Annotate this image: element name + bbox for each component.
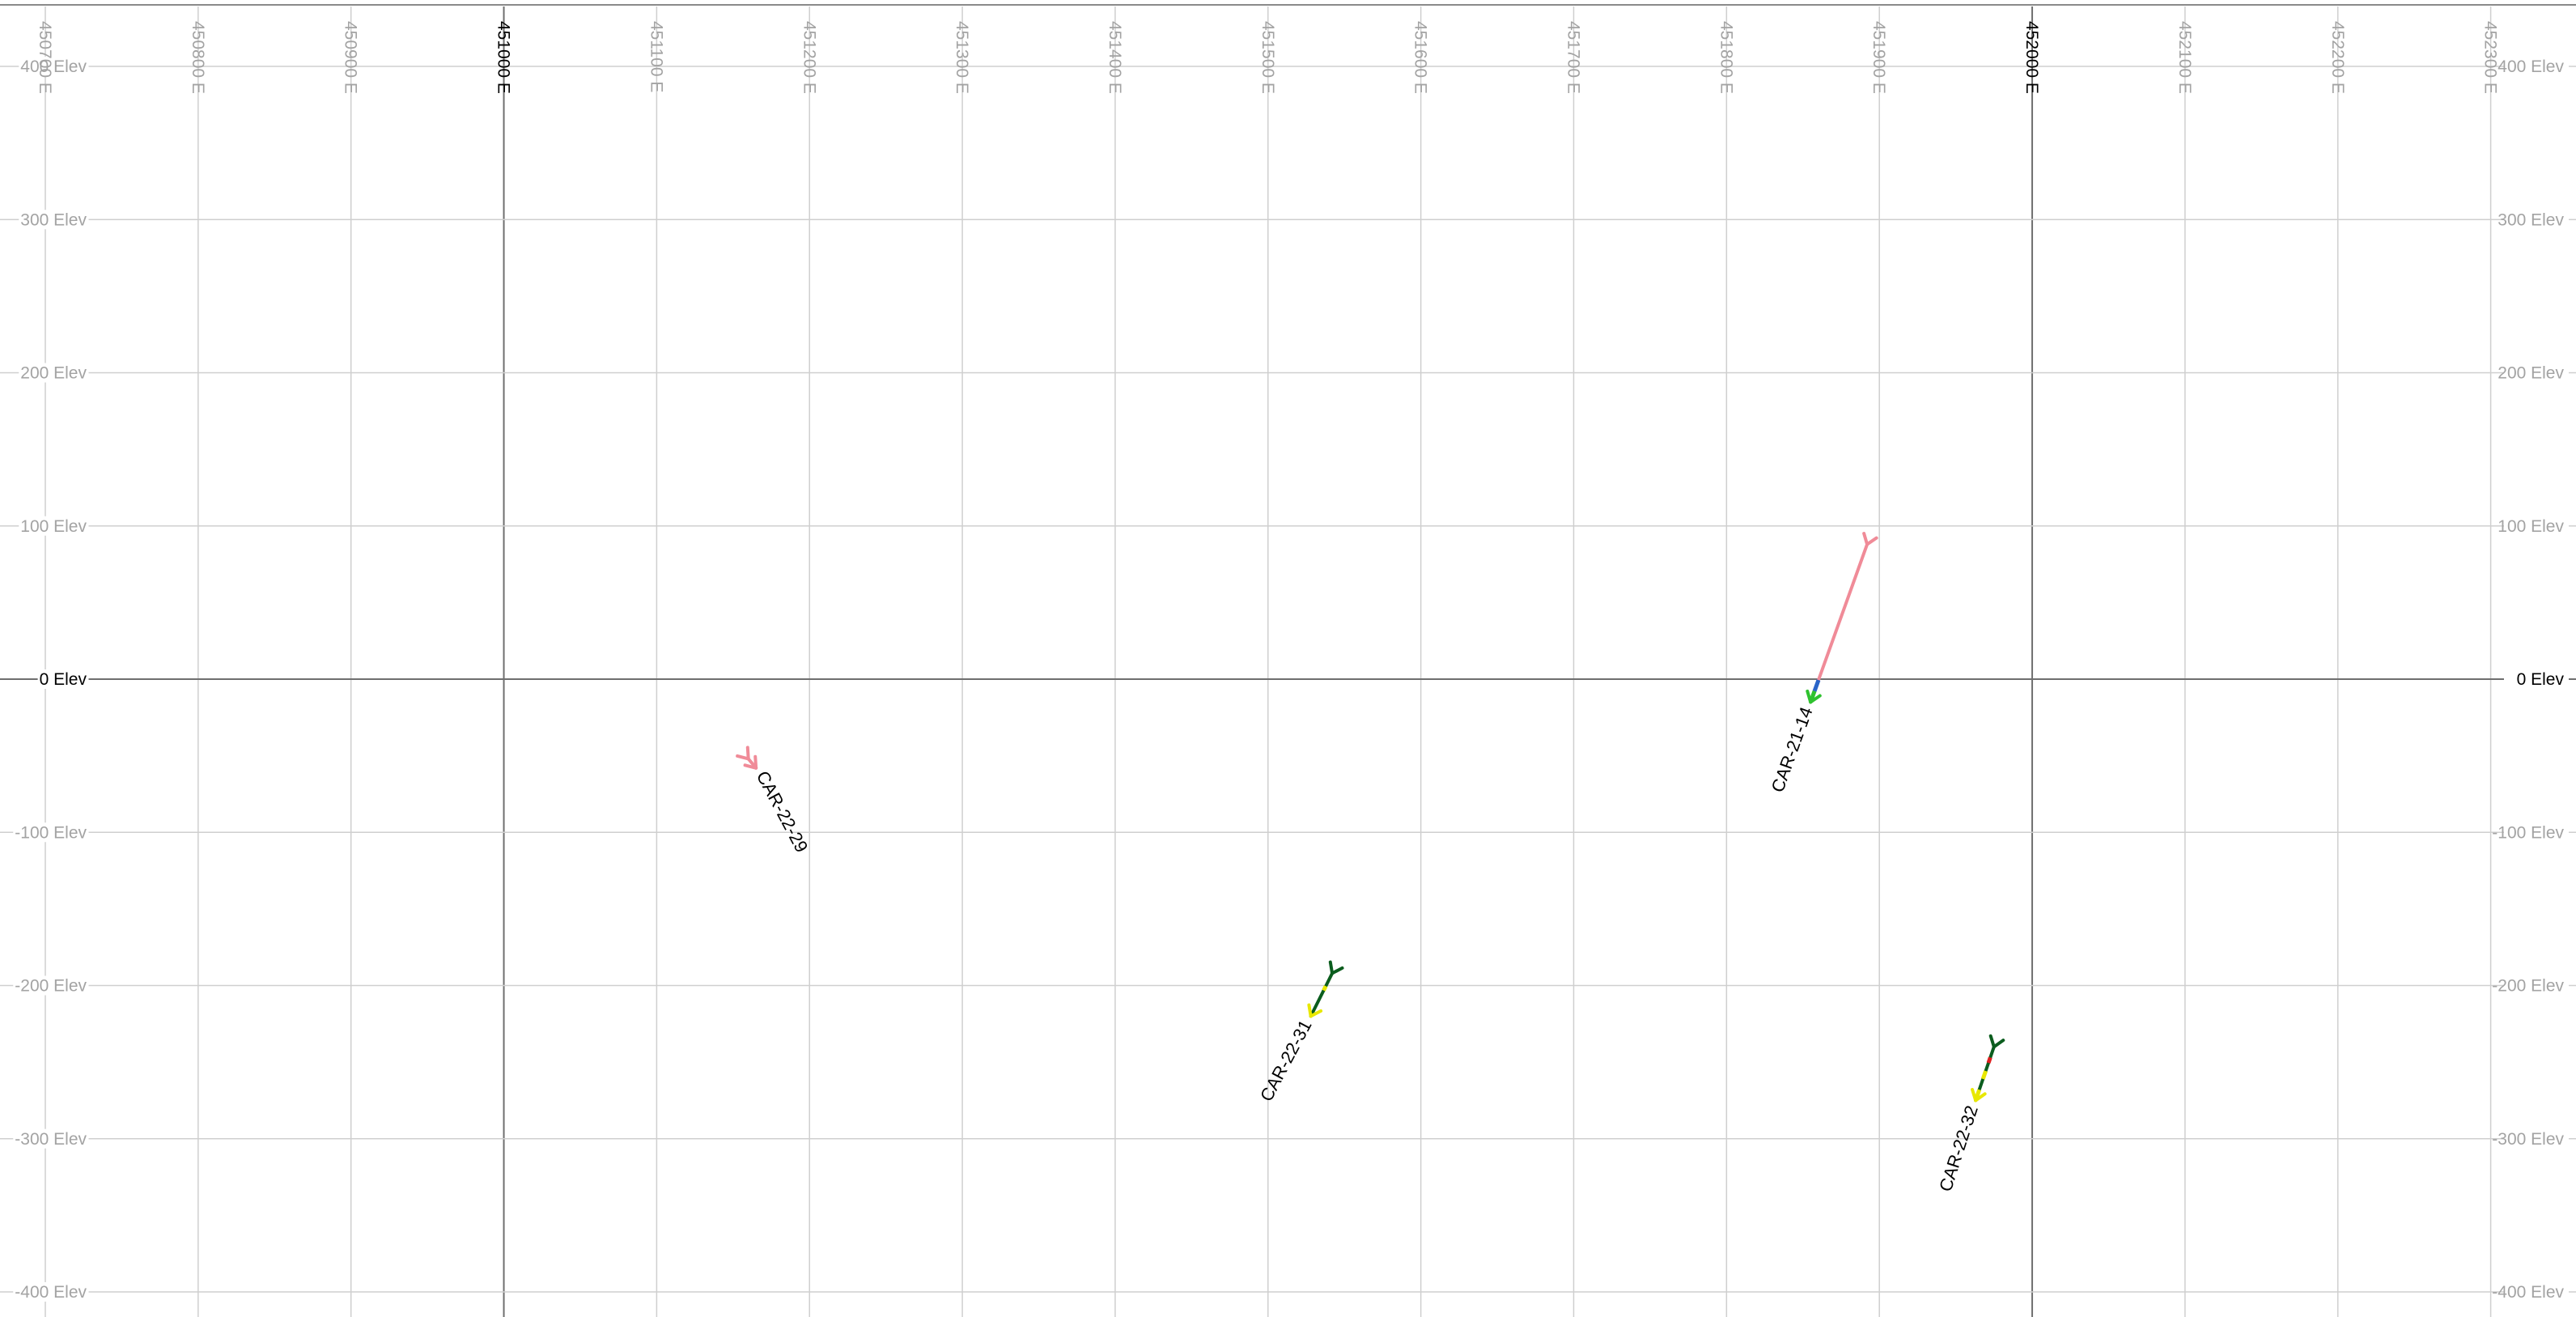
end-of-hole-marker <box>1809 694 1822 704</box>
collar-marker <box>1988 1034 1996 1049</box>
easting-label-451800: 451800 E <box>1717 21 1735 94</box>
easting-label-451200: 451200 E <box>800 21 818 94</box>
easting-label-451700: 451700 E <box>1564 21 1583 94</box>
drillhole-trace[interactable] <box>1309 971 1335 1018</box>
elevation-label-right-200: -200 Elev <box>2492 977 2564 996</box>
elevation-label-bg-left <box>13 822 89 843</box>
end-of-hole-marker <box>753 754 758 770</box>
end-of-hole-marker <box>1309 1009 1323 1018</box>
elevation-label-bg-right <box>2504 822 2569 843</box>
elevation-labels: 400 Elev 400 Elev 300 Elev 300 Elev 200 Elev… <box>13 57 2569 1302</box>
assay-interval-blue[interactable] <box>1812 679 1821 692</box>
elevation-label-left-200: -200 Elev <box>15 977 87 996</box>
collar-marker <box>1330 966 1344 975</box>
elevation-label-left-400: 400 Elev <box>20 57 87 76</box>
elevation-label-bg-left <box>19 363 89 383</box>
easting-label-450900: 450900 E <box>342 21 360 94</box>
elevation-label-bg-right <box>2504 669 2569 689</box>
elevation-label-bg-right <box>2504 1128 2569 1149</box>
easting-label-452200: 452200 E <box>2328 21 2347 94</box>
easting-label-451900: 451900 E <box>1869 21 1888 94</box>
easting-label-451100: 451100 E <box>647 21 665 92</box>
elevation-label-right-400: -400 Elev <box>2492 1283 2564 1302</box>
easting-label-451500: 451500 E <box>1258 21 1277 94</box>
end-of-hole-marker <box>1974 1092 1987 1102</box>
assay-interval-yellow[interactable] <box>1322 985 1328 992</box>
collar-marker <box>745 746 750 761</box>
easting-label-450800: 450800 E <box>189 21 207 94</box>
easting-label-451600: 451600 E <box>1411 21 1430 94</box>
elevation-label-bg-right <box>2504 975 2569 996</box>
elevation-label-right-0: 0 Elev <box>2517 670 2565 689</box>
elevation-label-bg-right <box>2504 210 2569 230</box>
collar-marker <box>736 754 750 761</box>
collar-marker <box>1865 536 1878 546</box>
elevation-label-left-0: 0 Elev <box>40 670 87 689</box>
easting-label-450700: 450700 E <box>36 21 54 94</box>
elevation-label-bg-right <box>2504 516 2569 536</box>
elevation-label-left-300: -300 Elev <box>15 1130 87 1149</box>
easting-labels: 450700 E 450800 E 450900 E 451000 E 451100 E… <box>36 21 2500 94</box>
elevation-label-left-300: 300 Elev <box>20 210 87 229</box>
end-of-hole-marker <box>743 763 758 770</box>
collar-marker <box>1328 960 1335 975</box>
easting-label-452000: 452000 E <box>2022 21 2041 94</box>
elevation-label-left-100: -100 Elev <box>15 823 87 842</box>
elevation-label-right-100: 100 Elev <box>2497 517 2564 536</box>
elevation-label-bg-left <box>13 975 89 996</box>
easting-label-451400: 451400 E <box>1106 21 1124 94</box>
assay-interval-yellow[interactable] <box>1980 1070 1988 1080</box>
end-of-hole-marker <box>1307 1003 1313 1018</box>
elevation-label-left-100: 100 Elev <box>20 517 87 536</box>
elevation-label-bg-left <box>19 57 89 76</box>
elevation-label-left-400: -400 Elev <box>15 1283 87 1302</box>
collar-marker <box>1992 1039 2005 1049</box>
elevation-label-bg-right <box>2504 57 2569 76</box>
elevation-label-right-400: 400 Elev <box>2497 57 2564 76</box>
easting-label-452300: 452300 E <box>2481 21 2500 94</box>
elevation-label-bg-left <box>13 1282 89 1302</box>
easting-label-451300: 451300 E <box>953 21 971 94</box>
elevation-label-bg-left <box>13 1128 89 1149</box>
elevation-label-bg-left <box>19 210 89 230</box>
grid-layer <box>0 6 2576 1317</box>
elevation-label-right-300: -300 Elev <box>2492 1130 2564 1149</box>
collar-marker <box>1862 532 1869 546</box>
end-of-hole-marker <box>1806 689 1813 704</box>
elevation-label-right-200: 200 Elev <box>2497 364 2564 383</box>
easting-label-451000: 451000 E <box>494 21 513 94</box>
elevation-label-bg-left <box>19 516 89 536</box>
elevation-label-bg-right <box>2504 363 2569 383</box>
elevation-label-left-200: 200 Elev <box>20 364 87 383</box>
drillhole-trace[interactable] <box>1809 542 1869 704</box>
assay-interval-red[interactable] <box>1986 1056 1992 1064</box>
elevation-label-bg-left <box>37 669 89 689</box>
elevation-label-right-100: -100 Elev <box>2492 823 2564 842</box>
easting-label-452100: 452100 E <box>2175 21 2194 94</box>
elevation-label-right-300: 300 Elev <box>2497 210 2564 229</box>
elevation-label-bg-right <box>2504 1282 2569 1302</box>
end-of-hole-marker <box>1971 1088 1978 1102</box>
